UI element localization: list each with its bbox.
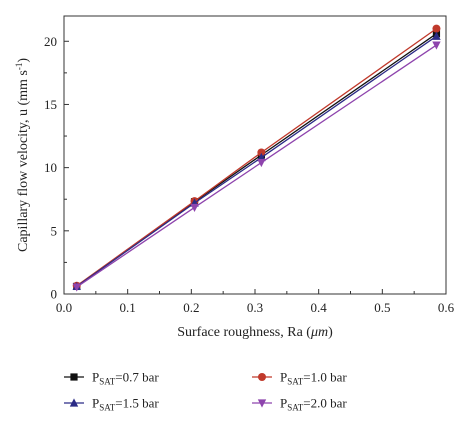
x-axis-title-prefix: Surface roughness, Ra (: [177, 325, 311, 340]
y-tick-label: 20: [44, 34, 57, 49]
series-3: [72, 31, 441, 291]
x-tick-label: 0.2: [183, 300, 199, 315]
x-axis-title-suffix: ): [328, 325, 333, 340]
data-point: [190, 203, 199, 213]
plot-area: [63, 15, 447, 295]
legend-marker: [258, 373, 266, 381]
data-point: [432, 24, 441, 33]
x-axis: 0.0 0.1 0.2 0.3 0.4 0.5 0.6: [56, 289, 455, 315]
plot-frame: [63, 15, 447, 295]
x-tick-label: 0.4: [311, 300, 328, 315]
data-point: [432, 41, 441, 50]
data-point: [72, 283, 81, 292]
y-tick-label: 5: [51, 223, 58, 238]
legend-marker: [70, 373, 78, 381]
x-axis-title: Surface roughness, Ra (μm): [177, 325, 333, 340]
data-point: [257, 148, 266, 157]
y-axis-title-exponent: -1: [14, 63, 24, 71]
data-point: [257, 158, 266, 168]
y-tick-label: 15: [44, 97, 57, 112]
y-tick-label: 10: [44, 160, 57, 175]
legend-item: PSAT=1.5 bar: [64, 396, 159, 413]
series-line: [76, 28, 437, 287]
data-point: [432, 31, 441, 40]
x-axis-title-unit: μm: [310, 325, 328, 340]
legend-label: PSAT=2.0 bar: [280, 396, 347, 413]
series-layer: [72, 24, 441, 292]
y-axis-title-close: ): [16, 58, 31, 63]
legend-label: PSAT=1.0 bar: [280, 370, 347, 387]
legend-item: PSAT=2.0 bar: [252, 396, 347, 413]
series-4: [72, 41, 441, 292]
legend-subscript: SAT: [287, 377, 304, 387]
legend-symbol: P: [92, 370, 99, 385]
legend-subscript: SAT: [99, 377, 116, 387]
legend-symbol: P: [280, 396, 287, 411]
series-line: [76, 35, 437, 287]
legend-item: PSAT=1.0 bar: [252, 370, 347, 387]
x-tick-label: 0.1: [120, 300, 136, 315]
legend-subscript: SAT: [287, 403, 304, 413]
legend-symbol: P: [280, 370, 287, 385]
legend-rest: =2.0 bar: [303, 396, 347, 411]
legend-rest: =1.5 bar: [115, 396, 159, 411]
y-axis-title-main: Capillary flow velocity, u (mm s: [16, 70, 31, 252]
legend-marker: [69, 398, 79, 407]
series-line: [76, 44, 437, 288]
legend-rest: =1.0 bar: [303, 370, 347, 385]
x-tick-label: 0.0: [56, 300, 72, 315]
legend-marker: [257, 399, 267, 408]
x-tick-label: 0.3: [247, 300, 263, 315]
legend-rest: =0.7 bar: [115, 370, 159, 385]
y-axis-title: Capillary flow velocity, u (mm s-1): [14, 58, 31, 252]
legend-subscript: SAT: [99, 403, 116, 413]
x-tick-label: 0.5: [374, 300, 390, 315]
legend-symbol: P: [92, 396, 99, 411]
legend-item: PSAT=0.7 bar: [64, 370, 159, 387]
x-tick-label: 0.6: [438, 300, 455, 315]
legend-label: PSAT=0.7 bar: [92, 370, 159, 387]
y-axis: 0 5 10 15 20: [44, 34, 69, 302]
y-tick-label: 0: [51, 287, 58, 302]
legend-label: PSAT=1.5 bar: [92, 396, 159, 413]
